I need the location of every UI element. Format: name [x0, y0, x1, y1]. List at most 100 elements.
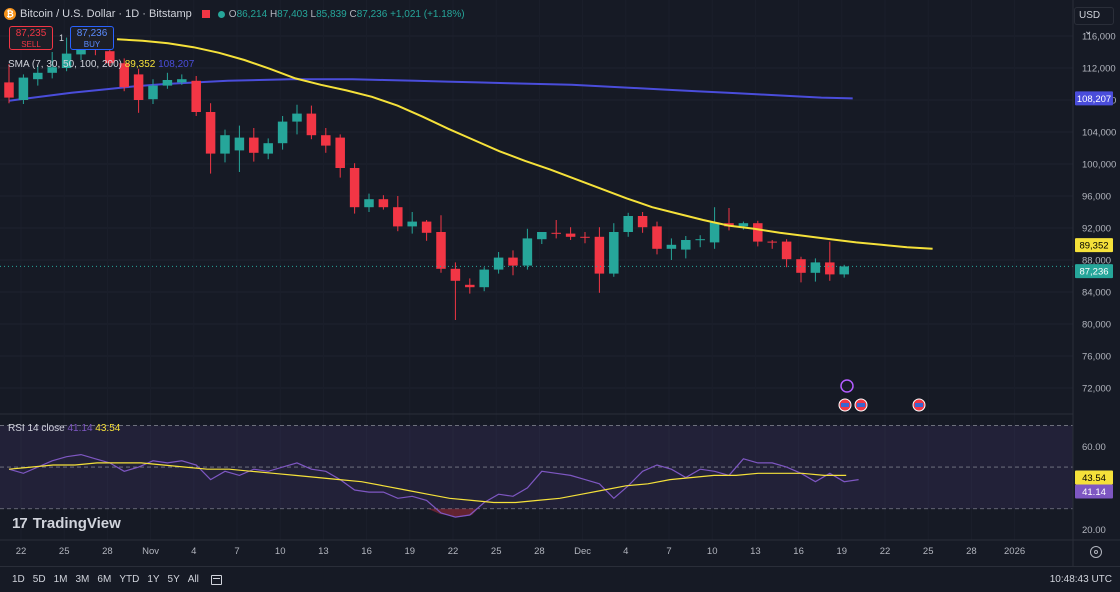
range-button-5y[interactable]: 5Y: [167, 574, 180, 585]
candles: [0, 33, 1073, 320]
candle-body: [609, 232, 619, 274]
candle-body: [637, 216, 648, 228]
ohlc-values: O86,214 H87,403 L85,839 C87,236 +1,021 (…: [228, 8, 465, 20]
chevron-down-icon: ⌄: [1084, 26, 1093, 37]
time-tick-label: 16: [793, 546, 804, 557]
settings-icon[interactable]: [1090, 546, 1102, 558]
time-tick-label: 22: [448, 546, 459, 557]
candle-body: [767, 241, 777, 243]
time-axis[interactable]: 22 25 28 Nov 4 7 10 13 16 19 22 25 28 Dec 4 7 10 13 16 19 22…: [0, 539, 1120, 557]
time-tick-label: 4: [191, 546, 196, 557]
rsi-legend[interactable]: RSI 14 close 41.14 43.54: [8, 423, 120, 434]
candle-body: [436, 232, 446, 269]
candle-body: [148, 85, 158, 100]
rsi-tick-label: 20.00: [1082, 525, 1106, 536]
event-markers: [838, 379, 926, 412]
candle-body: [4, 82, 14, 98]
time-tick-label: 19: [405, 546, 416, 557]
event-flag-icon-stripe: [857, 403, 865, 407]
sell-price: 87,235: [15, 28, 47, 39]
price-tick-label: 92,000: [1082, 224, 1111, 235]
candle-body: [421, 221, 432, 233]
candle-body: [580, 236, 590, 238]
candle-body: [33, 72, 43, 80]
candle-body: [321, 135, 331, 146]
buy-button[interactable]: 87,236 BUY: [70, 26, 114, 50]
candle-body: [292, 113, 302, 122]
rsi-tick-label: 60.00: [1082, 442, 1106, 453]
clock[interactable]: 10:48:43 UTC: [1049, 574, 1112, 585]
candle-body: [191, 80, 201, 112]
candle-body: [825, 262, 835, 275]
price-tick-label: 104,000: [1082, 128, 1116, 139]
tradingview-logo-icon: 17: [12, 515, 28, 532]
candle-body: [695, 239, 705, 241]
range-buttons: 1D 5D 1M 3M 6M YTD 1Y 5Y All: [12, 574, 199, 585]
rsi-ma-legend-value: 43.54: [95, 423, 121, 434]
time-tick-label: 25: [491, 546, 502, 557]
time-tick-label: 28: [966, 546, 977, 557]
time-tick-label: 10: [707, 546, 718, 557]
watermark-text: TradingView: [32, 515, 121, 532]
candle-body: [681, 240, 691, 250]
sell-button[interactable]: 87,235 SELL: [9, 26, 53, 50]
candle-body: [709, 222, 720, 243]
sma-value-fast: 89,352: [124, 59, 156, 70]
price-axis[interactable]: 116,000112,000108,000104,000100,00096,00…: [0, 0, 1116, 566]
range-button-5d[interactable]: 5D: [32, 574, 46, 585]
sma-200-line: [8, 78, 853, 102]
rsi-line: [8, 453, 859, 518]
price-tick-label: 80,000: [1082, 320, 1111, 331]
range-button-3m[interactable]: 3M: [75, 574, 90, 585]
grid: [0, 35, 1073, 389]
candle-body: [18, 77, 29, 100]
time-tick-label: 13: [750, 546, 761, 557]
sma-fast-price-tag: 89,352: [1079, 241, 1108, 252]
candle-body: [551, 232, 561, 234]
range-button-ytd[interactable]: YTD: [119, 574, 140, 585]
candle-body: [738, 223, 749, 227]
candle-body: [623, 216, 633, 232]
time-tick-label: 7: [234, 546, 239, 557]
sma-slow-price-tag: 108,207: [1077, 94, 1111, 105]
candle-body: [652, 226, 662, 249]
time-tick-label: 13: [318, 546, 329, 557]
sell-label: SELL: [21, 40, 41, 49]
time-tick-label: 10: [275, 546, 286, 557]
flag-icon[interactable]: [201, 10, 210, 18]
range-button-all[interactable]: All: [187, 574, 199, 585]
candle-body: [47, 67, 57, 73]
range-button-1y[interactable]: 1Y: [147, 574, 160, 585]
candle-body: [177, 79, 187, 83]
symbol-title[interactable]: Bitcoin / U.S. Dollar · 1D · Bitstamp: [20, 8, 192, 20]
time-tick-label: Nov: [142, 546, 159, 557]
candle-body: [407, 221, 417, 227]
price-tick-label: 88,000: [1082, 256, 1111, 267]
rsi-oversold-fill: [428, 508, 478, 518]
candle-body: [781, 241, 792, 260]
range-button-6m[interactable]: 6M: [97, 574, 112, 585]
sma-30-line: [116, 38, 933, 250]
calendar-icon[interactable]: [210, 574, 222, 585]
market-status-icon: [217, 10, 225, 18]
currency-select[interactable]: USD ⌄: [1074, 7, 1114, 37]
tradingview-watermark: 17 TradingView: [12, 515, 121, 532]
price-chart[interactable]: 116,000112,000108,000104,000100,00096,00…: [0, 0, 1120, 566]
price-tick-label: 116,000: [1082, 32, 1116, 43]
sma-value-slow: 108,207: [158, 59, 195, 70]
range-button-1d[interactable]: 1D: [12, 574, 25, 585]
last-price-tag-bg: [1075, 264, 1113, 279]
time-tick-label: 7: [666, 546, 671, 557]
candle-body: [234, 137, 245, 151]
price-tick-label: 84,000: [1082, 288, 1111, 299]
buy-label: BUY: [83, 40, 101, 49]
range-button-1m[interactable]: 1M: [53, 574, 68, 585]
time-tick-label: 19: [837, 546, 848, 557]
price-tick-label: 112,000: [1082, 64, 1116, 75]
sma-slow-price-tag-bg: [1075, 91, 1113, 106]
candle-body: [249, 137, 259, 153]
candle-body: [522, 238, 533, 266]
price-tick-label: 96,000: [1082, 192, 1111, 203]
sma-legend[interactable]: SMA (7, 30, 50, 100, 200) 89,352 108,207: [8, 59, 194, 70]
candle-body: [205, 112, 216, 154]
